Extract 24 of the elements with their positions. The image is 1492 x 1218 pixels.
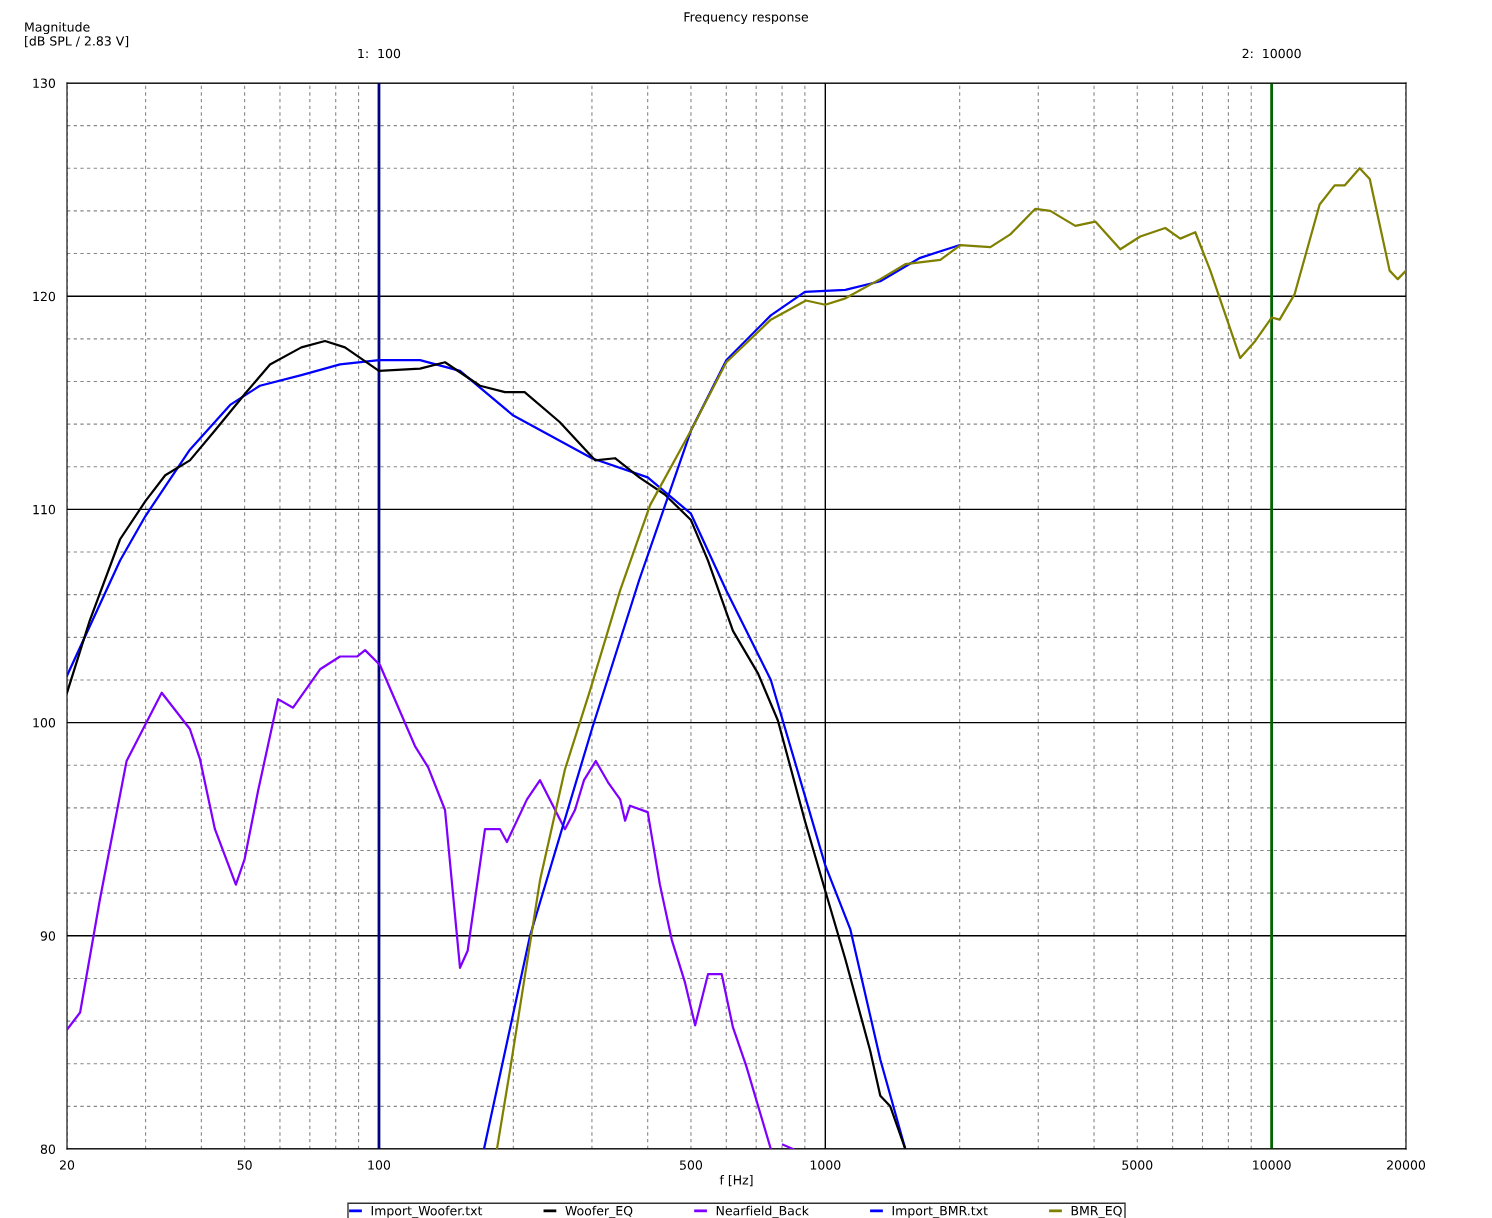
x-axis-title: f [Hz] — [719, 1174, 753, 1187]
y-tick-label: 80 — [40, 1144, 56, 1154]
x-tick-label: 10000 — [1253, 1160, 1291, 1170]
y-tick-label: 110 — [33, 504, 56, 515]
y-tick-label: 90 — [40, 931, 56, 941]
ref-line-label: 1: 100 — [358, 48, 401, 59]
x-tick-label: 100 — [368, 1160, 391, 1170]
y-axis-title: Magnitude [dB SPL / 2.83 V] — [25, 22, 129, 48]
y-tick-label: 100 — [33, 718, 56, 728]
legend-label: Nearfield_Back — [716, 1205, 809, 1218]
x-tick-label: 50 — [237, 1160, 252, 1170]
chart-title: Frequency response — [684, 12, 808, 25]
legend-label: Woofer_EQ — [565, 1205, 633, 1218]
legend-label: BMR_EQ — [1071, 1205, 1122, 1218]
x-tick-label: 5000 — [1122, 1160, 1153, 1170]
y-tick-label: 130 — [33, 78, 56, 88]
legend-label: Import_BMR.txt — [892, 1206, 988, 1218]
x-tick-label: 1000 — [810, 1160, 841, 1170]
x-tick-label: 20000 — [1387, 1160, 1426, 1170]
ref-line-label: 2: 10000 — [1242, 48, 1301, 59]
x-tick-label: 20 — [59, 1160, 75, 1170]
legend-label: Import_Woofer.txt — [371, 1205, 483, 1218]
x-tick-label: 500 — [679, 1160, 703, 1170]
y-tick-label: 120 — [33, 291, 56, 302]
